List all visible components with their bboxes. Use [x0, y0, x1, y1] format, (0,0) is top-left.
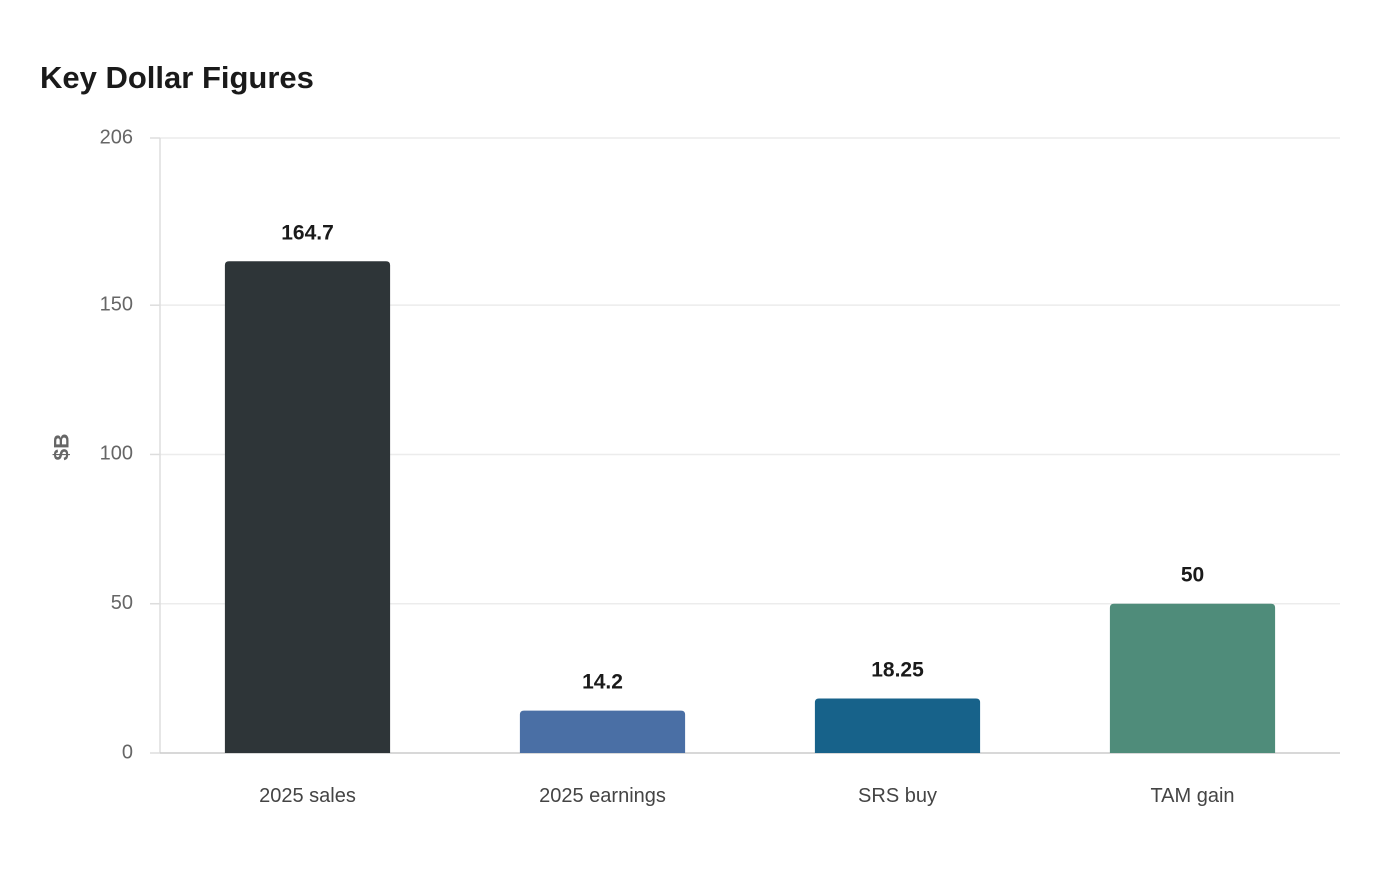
category-label: TAM gain [1150, 785, 1234, 807]
category-labels: 2025 sales 2025 earnings SRS buy TAM gain [259, 785, 1234, 807]
category-label: SRS buy [858, 785, 937, 807]
bar-value-label: 14.2 [582, 671, 623, 694]
y-tick-label: 50 [111, 592, 133, 614]
bar-value-label: 50 [1181, 564, 1204, 587]
y-tick-label: 150 [100, 293, 133, 315]
category-label: 2025 sales [259, 785, 356, 807]
category-label: 2025 earnings [539, 785, 666, 807]
bar-value-label: 18.25 [871, 659, 924, 682]
y-tick-label: 206 [100, 126, 133, 148]
bar-value-label: 164.7 [281, 221, 334, 244]
y-tick-labels: 0 50 100 150 206 [100, 126, 133, 763]
y-tick-label: 100 [100, 443, 133, 465]
bars [224, 261, 1276, 753]
bar [224, 261, 391, 753]
bar [519, 710, 686, 753]
chart-title: Key Dollar Figures [40, 60, 314, 95]
y-axis-title: $B [51, 434, 74, 461]
bar [814, 698, 981, 753]
data-labels: 164.7 14.2 18.25 50 [281, 221, 1204, 693]
bar [1109, 603, 1276, 753]
y-tick-label: 0 [122, 741, 133, 763]
